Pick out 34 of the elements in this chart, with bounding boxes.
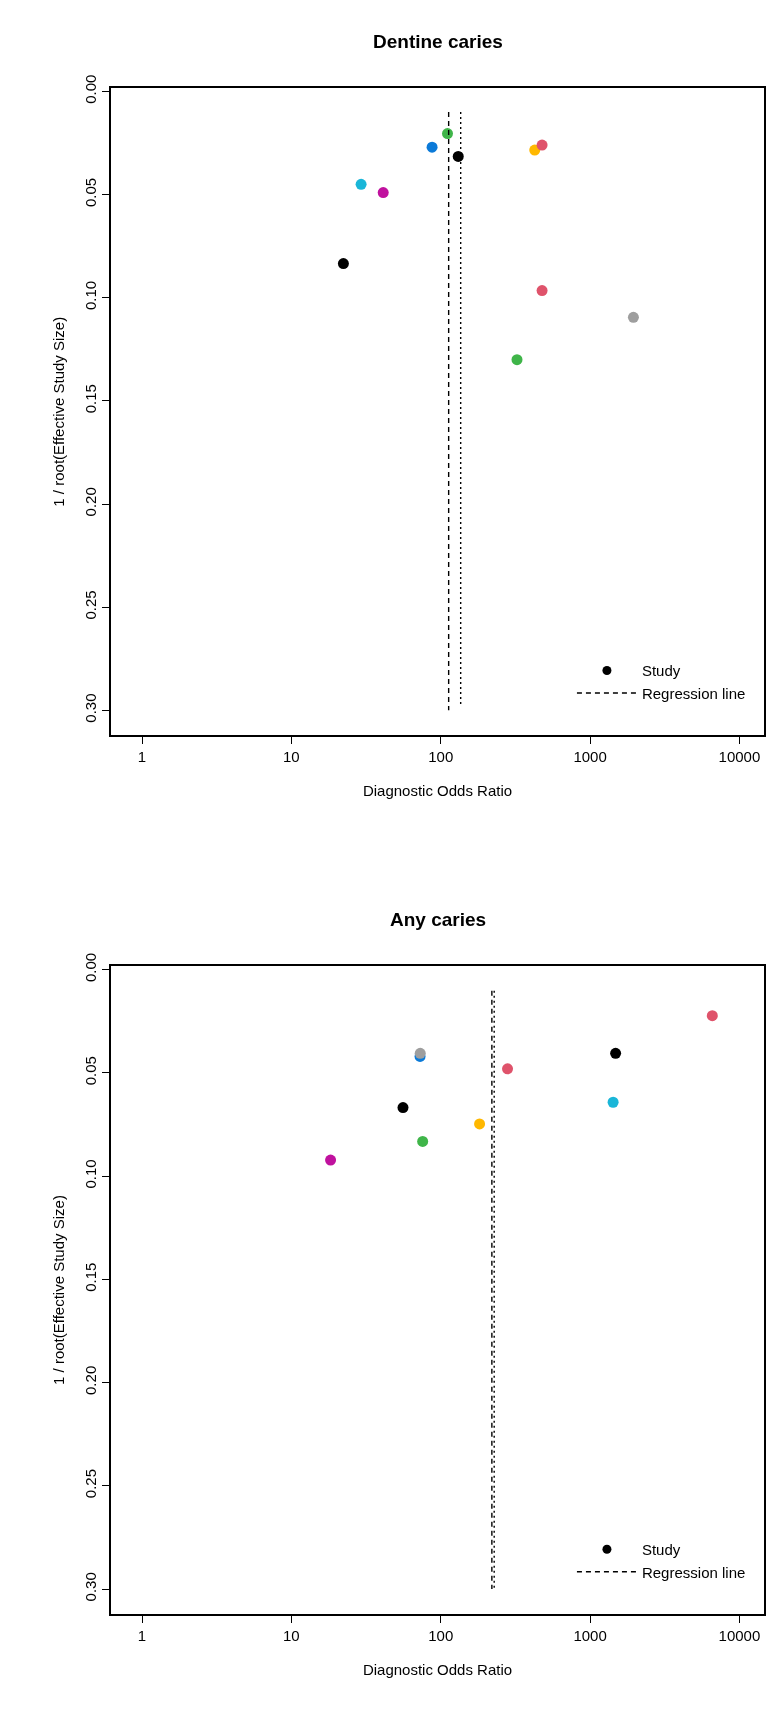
y-tick-label: 0.00 — [82, 74, 100, 104]
chart-title: Any caries — [390, 909, 487, 930]
x-axis-title: Diagnostic Odds Ratio — [362, 782, 513, 800]
y-tick-label: 0.20 — [82, 487, 100, 517]
y-tick-label: 0.05 — [82, 1056, 100, 1086]
y-tick-label: 0.20 — [82, 1365, 100, 1395]
x-tick-label: 100 — [428, 1626, 454, 1644]
x-tick-label: 10 — [283, 747, 300, 765]
y-tick-label: 0.05 — [82, 177, 100, 207]
x-tick-label: 100 — [428, 747, 454, 765]
y-axis-title: 1 / root(Effective Study Size) — [50, 316, 67, 507]
legend-label: Study — [641, 662, 681, 680]
x-tick-label: 10000 — [718, 747, 761, 765]
x-tick-label: 1000 — [573, 747, 607, 765]
y-tick-label: 0.15 — [82, 1262, 100, 1292]
y-tick-label: 0.00 — [82, 952, 100, 983]
legend-label: Regression line — [641, 684, 746, 702]
x-tick-label: 10 — [283, 1626, 300, 1644]
y-tick-label: 0.10 — [82, 280, 100, 311]
y-tick-label: 0.30 — [82, 1572, 100, 1602]
y-tick-label: 0.25 — [82, 1469, 100, 1499]
chart-title: Dentine caries — [373, 31, 503, 52]
legend-label: Regression line — [641, 1563, 746, 1581]
y-tick-label: 0.30 — [82, 693, 100, 723]
x-tick-label: 1 — [137, 747, 147, 765]
legend-label: Study — [641, 1541, 681, 1559]
y-tick-label: 0.25 — [82, 590, 100, 620]
y-tick-label: 0.10 — [82, 1159, 100, 1189]
x-tick-label: 1 — [137, 1626, 147, 1644]
y-tick-label: 0.15 — [82, 384, 100, 414]
x-tick-label: 1000 — [573, 1626, 607, 1644]
y-axis-title: 1 / root(Effective Study Size) — [50, 1195, 67, 1385]
x-tick-label: 10000 — [718, 1626, 761, 1644]
x-axis-title: Diagnostic Odds Ratio — [362, 1661, 513, 1679]
